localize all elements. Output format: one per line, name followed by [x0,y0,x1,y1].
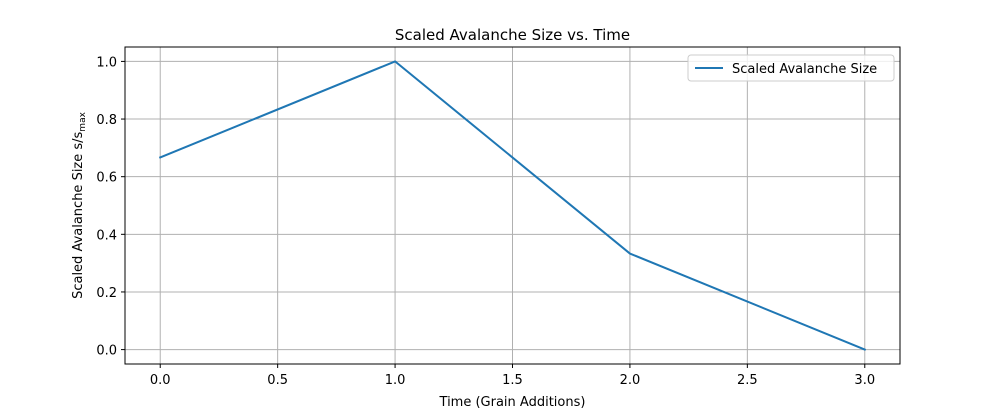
x-axis-label: Time (Grain Additions) [439,395,586,409]
series-layer [158,60,867,351]
x-tick-label: 3.0 [854,373,875,388]
y-tick-label: 0.2 [96,286,117,301]
legend-label: Scaled Avalanche Size [732,62,877,77]
x-tick-label: 2.5 [737,373,758,388]
x-tick-label: 0.0 [150,373,171,388]
chart-title: Scaled Avalanche Size vs. Time [395,26,630,44]
series-line [158,60,867,351]
x-tick-label: 1.0 [385,373,406,388]
y-tick-label: 0.8 [96,113,117,128]
x-tick-label: 2.0 [620,373,641,388]
y-axis-label: Scaled Avalanche Size s/smax [71,111,88,299]
y-tick-label: 1.0 [96,55,117,70]
y-tick-label: 0.4 [96,228,117,243]
x-tick-label: 0.5 [267,373,288,388]
legend-box [687,54,895,82]
y-axis-label-main: Scaled Avalanche Size s/s [71,131,86,298]
ticks-layer: 0.0 0.5 1.0 1.5 2.0 2.5 3.0 0.0 0.2 0.4 0.6 0.8 1.0 [96,55,875,388]
y-tick-label: 0.0 [96,344,117,359]
x-tick-label: 1.5 [502,373,523,388]
y-tick-label: 0.6 [96,171,117,186]
y-axis-label-subscript: max [78,111,88,131]
legend: Scaled Avalanche Size [687,54,895,82]
